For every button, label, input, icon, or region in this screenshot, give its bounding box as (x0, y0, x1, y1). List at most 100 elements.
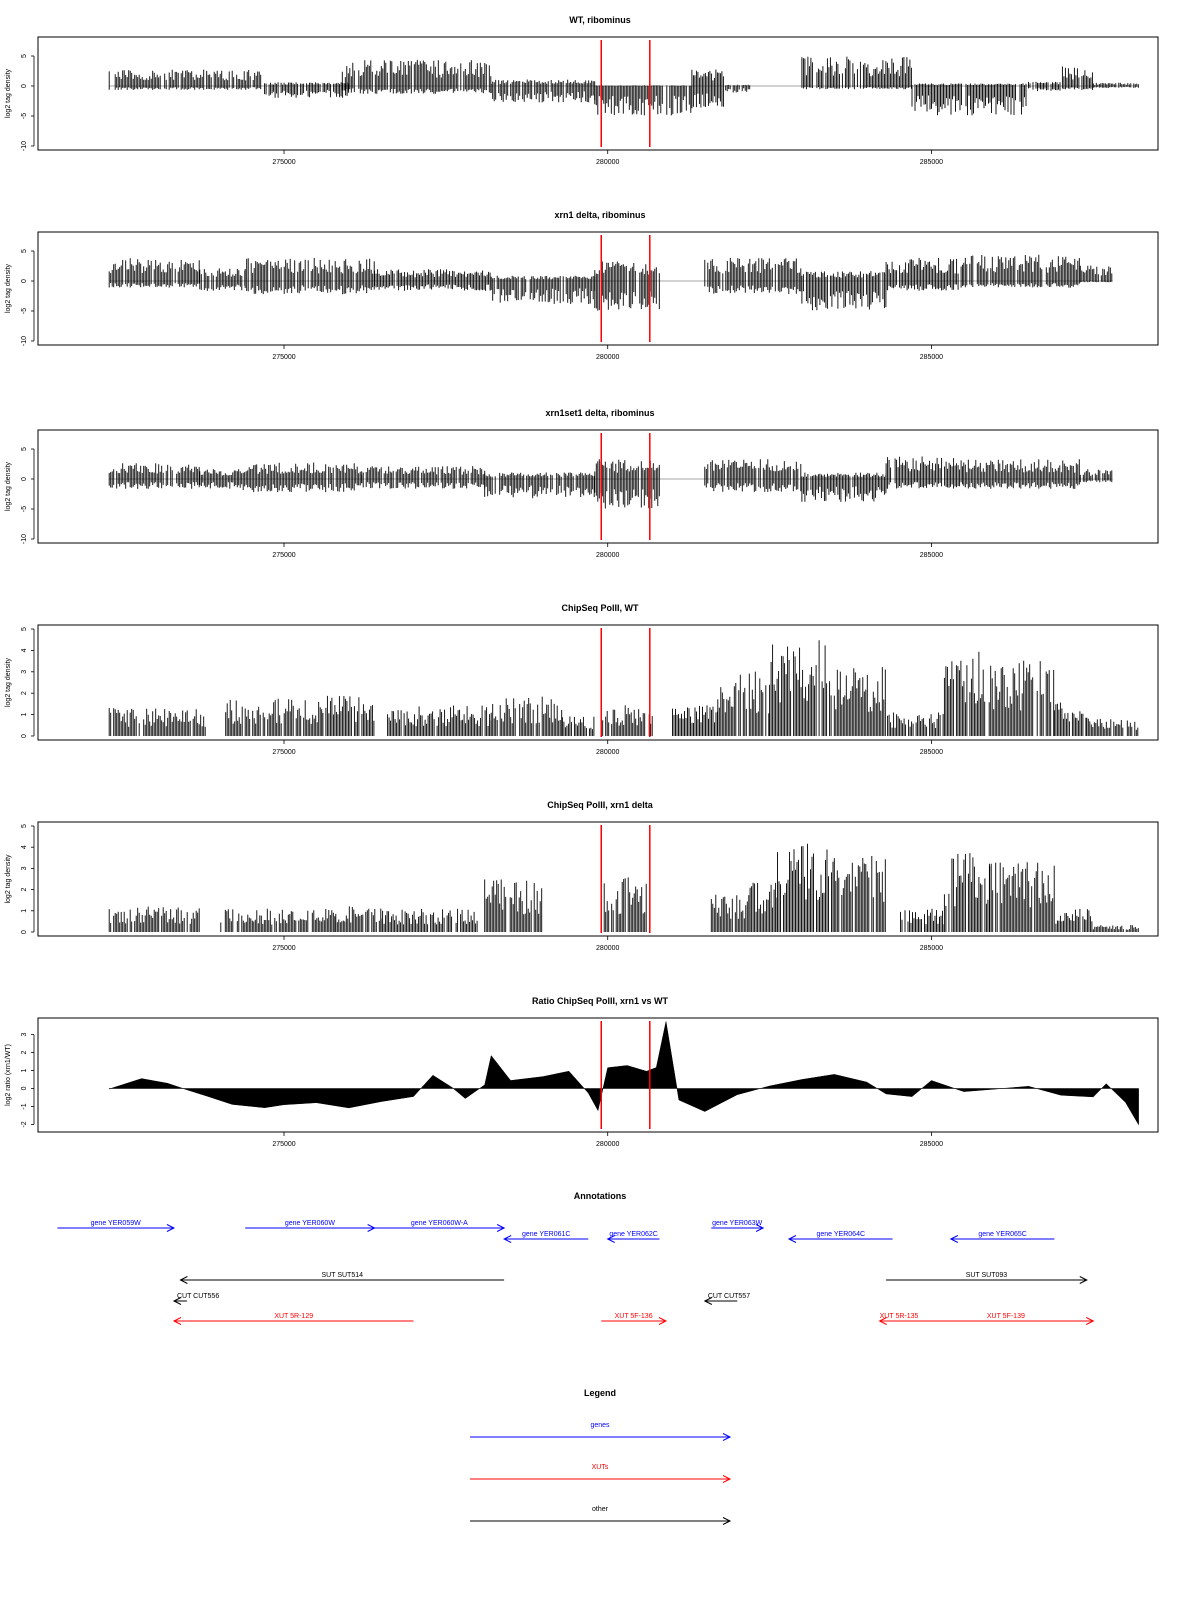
data-bars-segment-1 (108, 258, 200, 288)
feature-label: CUT CUT556 (177, 1293, 219, 1300)
data-bars-segment-11 (1061, 66, 1093, 90)
data-bars-segment-7 (710, 894, 750, 932)
y-tick-label: -5 (21, 308, 28, 314)
plot-frame (37, 429, 1159, 544)
feature-label: gene YER064C (817, 1231, 866, 1238)
data-bars-segment-3 (335, 906, 382, 932)
data-bars-segment-4 (374, 269, 491, 291)
data-bars-segment-10 (963, 254, 1080, 288)
x-tick-label: 285000 (920, 1141, 943, 1148)
feature-arrow-head (172, 1317, 182, 1325)
data-bars-segment-1 (108, 463, 200, 489)
feature-arrow-head (179, 1276, 188, 1284)
y-tick-label: 5 (21, 627, 28, 631)
data-bars-segment-3 (238, 462, 363, 493)
plot-frame (37, 821, 1159, 937)
x-tick-label: 285000 (920, 552, 943, 559)
y-tick-label: -1 (21, 1103, 28, 1109)
data-bars-segment-5 (490, 696, 563, 736)
data-bars-segment-12 (887, 712, 944, 736)
y-tick-label: 1 (21, 1068, 28, 1072)
x-tick-label: 280000 (596, 1141, 619, 1148)
data-bars-segment-15 (1053, 702, 1087, 736)
y-tick-label: 5 (21, 249, 28, 253)
y-tick-label: 1 (21, 909, 28, 913)
y-axis-label: log2 tag density (5, 657, 12, 707)
panel-title: ChipSeq PolII, WT (562, 603, 639, 613)
feature-label: gene YER059W (91, 1220, 141, 1227)
data-bars-segment-10 (769, 640, 832, 736)
data-bars-segment-1 (108, 69, 262, 90)
data-bars-segment-7 (725, 84, 751, 93)
x-tick-label: 280000 (596, 552, 619, 559)
feature-label: gene YER063W (712, 1220, 762, 1227)
legend-arrow-head (722, 1475, 732, 1483)
data-bars-segment-7 (600, 705, 653, 736)
feature-label: gene YER065C (978, 1231, 1027, 1238)
y-tick-label: 3 (21, 1033, 28, 1037)
data-bars-segment-9 (911, 83, 1027, 116)
feature-arrow-head (703, 1297, 713, 1305)
data-bars-segment-6 (691, 69, 724, 109)
panel-title: WT, ribominus (569, 15, 631, 25)
data-bars-segment-6 (600, 877, 647, 932)
data-bars-segment-11 (1079, 265, 1113, 283)
x-tick-label: 275000 (272, 945, 295, 952)
y-tick-label: 5 (21, 447, 28, 451)
y-tick-label: 4 (21, 648, 28, 652)
data-bars-segment-9 (885, 257, 964, 291)
y-axis-label: log2 ratio (xrn1/WT) (5, 1044, 12, 1106)
data-bars-segment-4 (387, 705, 492, 736)
feature-arrow-head (166, 1224, 176, 1232)
data-bars-segment-11 (900, 908, 945, 932)
y-tick-label: 5 (21, 824, 28, 828)
data-bars-segment-2 (225, 698, 323, 736)
y-tick-label: -10 (21, 534, 28, 544)
y-tick-label: 0 (21, 477, 28, 481)
x-tick-label: 275000 (272, 1141, 295, 1148)
feature-label: gene YER062C (609, 1231, 658, 1238)
feature-arrow-head (949, 1235, 959, 1243)
data-bars-segment-4 (490, 79, 596, 103)
feature-arrow-head (1079, 1276, 1088, 1284)
x-tick-label: 280000 (596, 354, 619, 361)
data-bars-segment-5 (490, 275, 596, 304)
feature-label: SUT SUT093 (966, 1272, 1008, 1279)
data-bars-segment-14 (982, 660, 1055, 736)
feature-arrow-head (606, 1235, 615, 1243)
x-tick-label: 275000 (272, 749, 295, 756)
data-bars-segment-9 (885, 456, 964, 489)
feature-label: gene YER060W (285, 1220, 335, 1227)
feature-arrow-head (755, 1224, 765, 1232)
feature-label: XUT 5F-139 (987, 1313, 1025, 1320)
x-tick-label: 280000 (596, 749, 619, 756)
y-tick-label: 3 (21, 670, 28, 674)
y-tick-label: -2 (21, 1121, 28, 1127)
plot-frame (37, 1017, 1159, 1133)
y-axis-label: log2 tag density (5, 263, 12, 313)
panel-title: ChipSeq PolII, xrn1 delta (547, 800, 654, 810)
y-axis-label: log2 tag density (5, 68, 12, 118)
y-tick-label: 5 (21, 54, 28, 58)
data-bars-segment-16 (1086, 717, 1139, 736)
panel-title: xrn1 delta, ribominus (554, 210, 645, 220)
legend-label: other (592, 1506, 609, 1513)
annotations-panel: Annotations gene YER059W gene YER060W gene … (57, 1191, 1095, 1325)
plot-frame (37, 36, 1159, 151)
panel-5: ChipSeq PolII, xrn1 delta 0 1 2 3 4 5 log2 tag … (5, 800, 1159, 952)
data-bars-segment-15 (1092, 925, 1139, 932)
data-bars-segment-10 (963, 459, 1080, 489)
ratio-area (108, 1021, 1139, 1126)
panel-1: WT, ribominus -10 -5 0 5 log2 tag density 2750… (5, 15, 1159, 166)
data-bars-segment-6 (594, 261, 660, 311)
data-bars-segment-5 (484, 472, 595, 499)
data-bars-segment-8 (801, 271, 887, 311)
data-bars-segment-8 (801, 56, 912, 90)
y-tick-label: 4 (21, 845, 28, 849)
data-bars-segment-10 (1028, 81, 1061, 92)
data-bars-segment-5 (594, 85, 692, 116)
x-tick-label: 285000 (920, 945, 943, 952)
data-bars-segment-13 (943, 651, 983, 736)
panel-title: xrn1set1 delta, ribominus (545, 408, 654, 418)
annotations-title: Annotations (574, 1191, 627, 1201)
